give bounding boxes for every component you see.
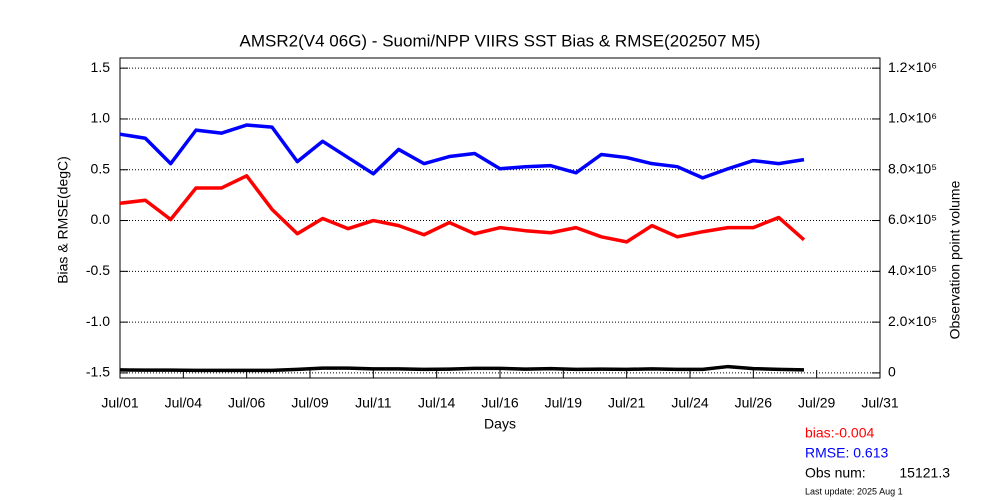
y-tick-label: -0.5 — [86, 262, 110, 278]
y-tick-label: 0.5 — [91, 160, 111, 176]
x-tick-label: Jul/01 — [101, 395, 139, 411]
series-line — [119, 174, 806, 244]
x-tick-label: Jul/09 — [291, 395, 329, 411]
x-tick-label: Jul/29 — [798, 395, 836, 411]
y2-tick-label: 4.0×10⁵ — [888, 262, 937, 278]
y2-tick-label: 1.0×10⁶ — [888, 110, 937, 126]
y-tick-label: 1.0 — [91, 110, 111, 126]
stat-rmse: RMSE: 0.613 — [805, 445, 888, 461]
y-tick-label: -1.0 — [86, 313, 110, 329]
y2-tick-label: 6.0×10⁵ — [888, 211, 937, 227]
series-line — [119, 123, 805, 180]
x-tick-label: Jul/06 — [228, 395, 266, 411]
y2-tick-label: 1.2×10⁶ — [888, 59, 937, 75]
series-line — [119, 364, 805, 373]
x-tick-label: Jul/16 — [481, 395, 519, 411]
x-tick-label: Jul/11 — [355, 395, 392, 411]
x-tick-label: Jul/24 — [671, 395, 709, 411]
y-tick-label: 0.0 — [91, 211, 111, 227]
x-axis-label: Days — [484, 416, 516, 432]
x-tick-label: Jul/19 — [545, 395, 583, 411]
x-tick-label: Jul/26 — [735, 395, 773, 411]
chart-title: AMSR2(V4 06G) - Suomi/NPP VIIRS SST Bias… — [240, 31, 761, 50]
y2-tick-label: 8.0×10⁵ — [888, 160, 937, 176]
stat-obs-label: Obs num: — [805, 465, 866, 481]
y2-tick-label: 0 — [888, 364, 896, 380]
y-tick-label: -1.5 — [86, 364, 110, 380]
y-axis-label: Bias & RMSE(degC) — [55, 156, 71, 284]
stat-obs-value: 15121.3 — [899, 465, 950, 481]
x-tick-label: Jul/14 — [418, 395, 456, 411]
stat-bias: bias:-0.004 — [805, 425, 874, 441]
y2-tick-label: 2.0×10⁵ — [888, 313, 937, 329]
y2-axis-label: Observation point volume — [947, 180, 963, 339]
y-tick-label: 1.5 — [91, 59, 111, 75]
update-note: Last update: 2025 Aug 1 — [805, 486, 903, 496]
x-tick-label: Jul/04 — [165, 395, 203, 411]
x-tick-label: Jul/31 — [861, 395, 899, 411]
x-tick-label: Jul/21 — [608, 395, 646, 411]
